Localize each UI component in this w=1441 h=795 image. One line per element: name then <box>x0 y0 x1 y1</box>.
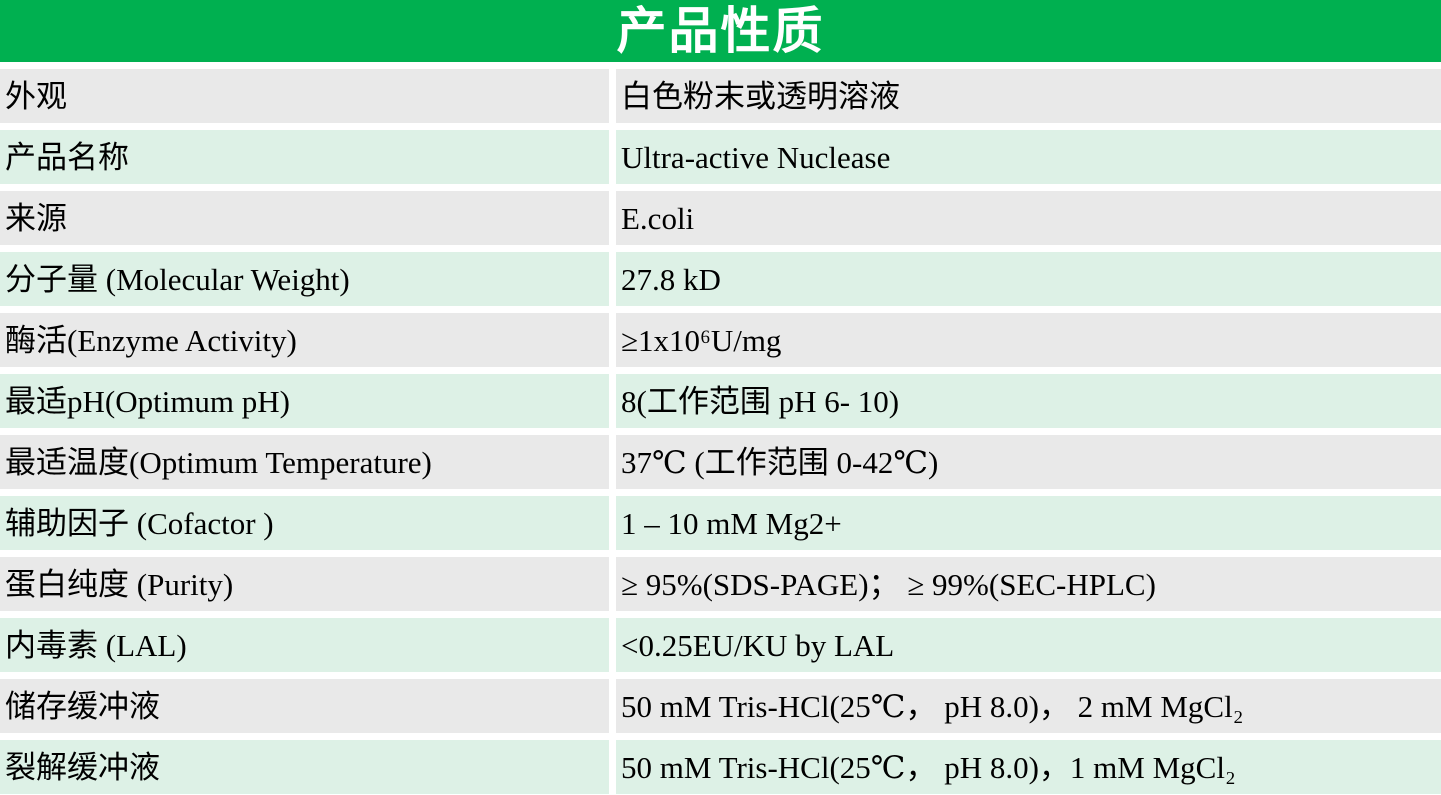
property-label: 最适pH(Optimum pH) <box>0 374 609 428</box>
table-row: 酶活(Enzyme Activity) ≥1x10⁶U/mg <box>0 313 1441 367</box>
property-label: 储存缓冲液 <box>0 679 609 733</box>
property-label: 辅助因子 (Cofactor ) <box>0 496 609 550</box>
table-row: 储存缓冲液 50 mM Tris-HCl(25℃， pH 8.0)， 2 mM … <box>0 679 1441 733</box>
table-row: 分子量 (Molecular Weight) 27.8 kD <box>0 252 1441 306</box>
property-value: ≥1x10⁶U/mg <box>616 313 1441 367</box>
property-value: 50 mM Tris-HCl(25℃， pH 8.0)，1 mM MgCl₂ <box>616 740 1441 794</box>
table-title: 产品性质 <box>616 3 825 59</box>
table-row: 辅助因子 (Cofactor ) 1 – 10 mM Mg2+ <box>0 496 1441 550</box>
table-row: 最适温度(Optimum Temperature) 37℃ (工作范围 0-42… <box>0 435 1441 489</box>
table-row: 外观 白色粉末或透明溶液 <box>0 69 1441 123</box>
property-label: 裂解缓冲液 <box>0 740 609 794</box>
property-value: ≥ 95%(SDS-PAGE)； ≥ 99%(SEC-HPLC) <box>616 557 1441 611</box>
property-value: 1 – 10 mM Mg2+ <box>616 496 1441 550</box>
property-value: 8(工作范围 pH 6- 10) <box>616 374 1441 428</box>
table-title-bar: 产品性质 <box>0 0 1441 62</box>
property-value: Ultra-active Nuclease <box>616 130 1441 184</box>
property-label: 外观 <box>0 69 609 123</box>
property-label: 分子量 (Molecular Weight) <box>0 252 609 306</box>
property-label: 来源 <box>0 191 609 245</box>
property-label: 最适温度(Optimum Temperature) <box>0 435 609 489</box>
table-row: 内毒素 (LAL) <0.25EU/KU by LAL <box>0 618 1441 672</box>
table-row: 产品名称 Ultra-active Nuclease <box>0 130 1441 184</box>
property-value: 白色粉末或透明溶液 <box>616 69 1441 123</box>
property-label: 酶活(Enzyme Activity) <box>0 313 609 367</box>
property-value: E.coli <box>616 191 1441 245</box>
property-label: 产品名称 <box>0 130 609 184</box>
table-row: 最适pH(Optimum pH) 8(工作范围 pH 6- 10) <box>0 374 1441 428</box>
table-row: 蛋白纯度 (Purity) ≥ 95%(SDS-PAGE)； ≥ 99%(SEC… <box>0 557 1441 611</box>
table-row: 裂解缓冲液 50 mM Tris-HCl(25℃， pH 8.0)，1 mM M… <box>0 740 1441 794</box>
property-label: 内毒素 (LAL) <box>0 618 609 672</box>
property-label: 蛋白纯度 (Purity) <box>0 557 609 611</box>
table-body: 外观 白色粉末或透明溶液 产品名称 Ultra-active Nuclease … <box>0 62 1441 795</box>
table-row: 来源 E.coli <box>0 191 1441 245</box>
property-value: 27.8 kD <box>616 252 1441 306</box>
property-value: 37℃ (工作范围 0-42℃) <box>616 435 1441 489</box>
property-value: 50 mM Tris-HCl(25℃， pH 8.0)， 2 mM MgCl₂ <box>616 679 1441 733</box>
property-value: <0.25EU/KU by LAL <box>616 618 1441 672</box>
